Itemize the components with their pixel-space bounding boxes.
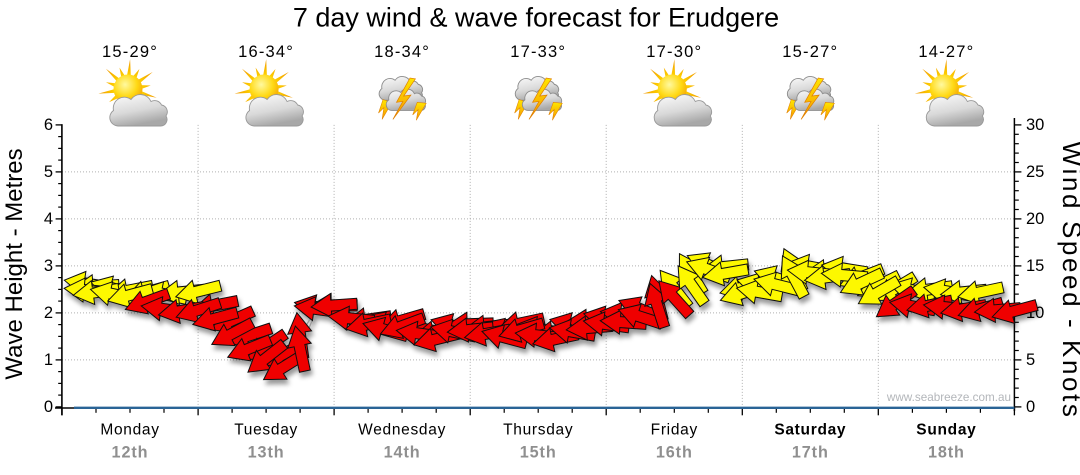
svg-text:15th: 15th [520,444,557,462]
svg-text:www.seabreeze.com.au: www.seabreeze.com.au [886,391,1011,404]
svg-text:12th: 12th [112,444,149,462]
svg-text:Wind Speed - Knots: Wind Speed - Knots [1057,141,1080,419]
svg-text:17-33°: 17-33° [510,43,566,61]
svg-text:16th: 16th [656,444,693,462]
svg-text:20: 20 [1026,210,1044,228]
svg-text:15-27°: 15-27° [782,43,838,61]
svg-text:30: 30 [1026,116,1044,134]
svg-text:Wednesday: Wednesday [358,422,446,439]
svg-text:15-29°: 15-29° [102,43,158,61]
svg-text:Sunday: Sunday [916,422,976,439]
svg-text:7 day wind & wave forecast for: 7 day wind & wave forecast for Erudgere [293,3,779,33]
svg-text:15: 15 [1026,257,1044,275]
svg-text:0: 0 [44,398,53,416]
svg-text:0: 0 [1026,398,1035,416]
svg-text:14th: 14th [384,444,421,462]
svg-text:16-34°: 16-34° [238,43,294,61]
svg-text:18th: 18th [928,444,965,462]
svg-text:5: 5 [44,163,53,181]
svg-text:Tuesday: Tuesday [234,422,298,439]
svg-text:2: 2 [44,304,53,322]
svg-text:4: 4 [44,210,53,228]
svg-text:Thursday: Thursday [503,422,573,439]
svg-text:Saturday: Saturday [774,422,846,439]
svg-text:18-34°: 18-34° [374,43,430,61]
svg-text:Wave Height - Metres: Wave Height - Metres [1,148,28,379]
svg-text:13th: 13th [248,444,285,462]
svg-text:25: 25 [1026,163,1044,181]
svg-text:1: 1 [44,351,53,369]
svg-text:3: 3 [44,257,53,275]
svg-text:5: 5 [1026,351,1035,369]
svg-text:17-30°: 17-30° [646,43,702,61]
svg-text:Monday: Monday [100,422,159,439]
svg-text:6: 6 [44,116,53,134]
svg-text:17th: 17th [792,444,829,462]
svg-text:Friday: Friday [651,422,698,439]
svg-text:14-27°: 14-27° [918,43,974,61]
